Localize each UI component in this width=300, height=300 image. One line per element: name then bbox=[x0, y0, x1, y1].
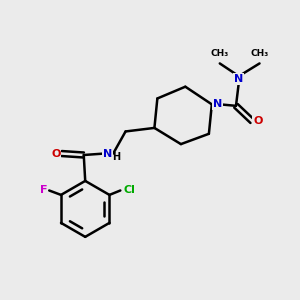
Text: Cl: Cl bbox=[123, 185, 135, 196]
Text: O: O bbox=[254, 116, 263, 126]
Text: H: H bbox=[112, 152, 120, 162]
Text: O: O bbox=[51, 148, 61, 158]
Text: CH₃: CH₃ bbox=[250, 49, 269, 58]
Text: N: N bbox=[103, 148, 112, 158]
Text: F: F bbox=[40, 185, 47, 196]
Text: N: N bbox=[212, 99, 222, 110]
Text: CH₃: CH₃ bbox=[211, 49, 229, 58]
Text: N: N bbox=[234, 74, 244, 84]
